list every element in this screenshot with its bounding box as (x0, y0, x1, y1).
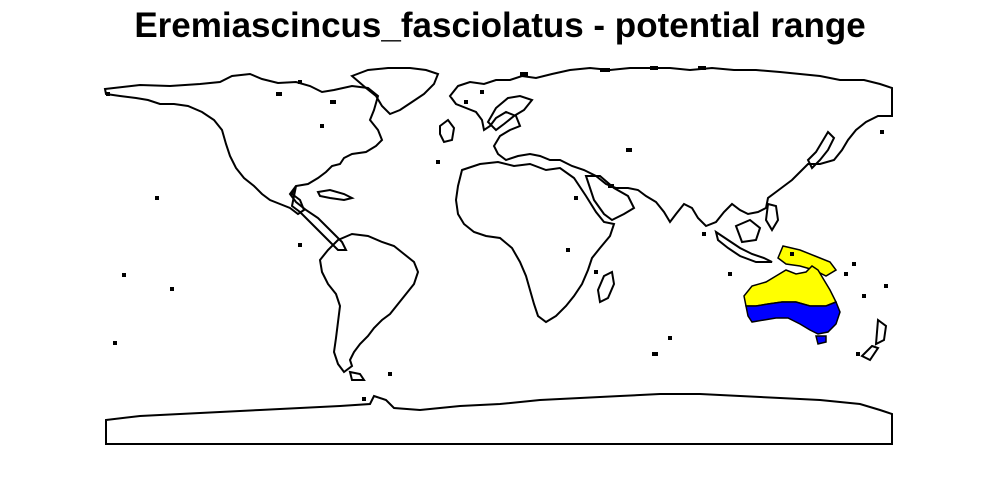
island (600, 68, 610, 72)
island (436, 160, 440, 164)
land-madagascar (596, 270, 616, 304)
land-eurasia (448, 66, 893, 228)
island (884, 284, 888, 288)
island (320, 124, 324, 128)
island (698, 66, 706, 70)
island (650, 66, 658, 70)
island (844, 272, 848, 276)
island (155, 196, 159, 200)
island (574, 196, 578, 200)
island (626, 148, 632, 152)
land-antarctica (105, 393, 893, 445)
island (862, 294, 866, 298)
range-region-south (815, 335, 827, 345)
island (668, 336, 672, 340)
island (106, 92, 110, 96)
island (594, 270, 598, 274)
land-philippines (764, 202, 780, 232)
island (520, 72, 528, 76)
land-scandinavia (486, 94, 534, 132)
island (298, 243, 302, 247)
land-arabia (584, 175, 636, 222)
land-borneo (734, 218, 762, 244)
land-south-america (318, 232, 420, 374)
island (702, 232, 706, 236)
island (362, 397, 366, 401)
land-central-america (288, 185, 348, 251)
land-greenland (350, 67, 440, 116)
island (464, 100, 468, 104)
island (790, 252, 794, 256)
land-cuba (316, 188, 355, 202)
island (276, 92, 282, 96)
island (852, 262, 856, 266)
land-north-america (103, 72, 384, 216)
island (113, 341, 117, 345)
island (170, 287, 174, 291)
range-region-south (745, 301, 841, 335)
island (330, 100, 336, 104)
land-britain (439, 118, 456, 144)
island (652, 352, 658, 356)
land-outlines (103, 66, 893, 445)
land-tierra-del-fuego (348, 370, 366, 381)
island (388, 372, 392, 376)
land-sumatra-java (714, 229, 773, 263)
small-islands (106, 66, 888, 401)
island (566, 248, 570, 252)
island (122, 273, 126, 277)
map-title: Eremiascincus_fasciolatus - potential ra… (134, 6, 866, 45)
land-africa (454, 160, 616, 324)
potential-range (743, 245, 841, 345)
island (728, 272, 732, 276)
island (480, 90, 484, 94)
island (880, 130, 884, 134)
island (298, 80, 302, 84)
land-japan (806, 130, 836, 170)
land-new-zealand (860, 318, 888, 362)
island (608, 184, 614, 188)
island (856, 352, 860, 356)
